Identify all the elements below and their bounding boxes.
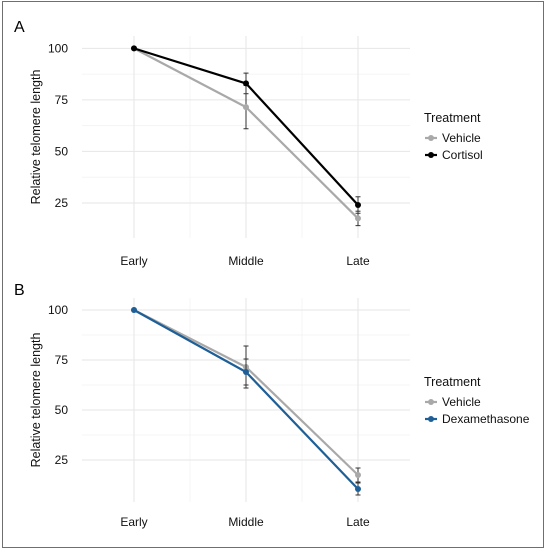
- data-point: [355, 472, 361, 478]
- panel-a: A 25 50 75 100 Early Middle Late Relative telome…: [14, 19, 483, 268]
- panel-letter: B: [14, 282, 25, 299]
- data-point: [355, 202, 361, 209]
- series-vehicle: [131, 45, 361, 227]
- x-tick-label: Middle: [228, 254, 264, 268]
- series-cortisol: [131, 45, 361, 214]
- legend-title: Treatment: [424, 111, 481, 125]
- data-point: [243, 369, 249, 375]
- x-tick-label: Late: [346, 254, 370, 268]
- data-point: [355, 215, 361, 222]
- y-tick-label: 100: [48, 41, 68, 55]
- legend-title: Treatment: [424, 375, 481, 389]
- data-point: [355, 486, 361, 492]
- x-tick-label: Early: [120, 254, 147, 268]
- x-tick-label: Early: [120, 515, 147, 529]
- data-point: [243, 104, 249, 111]
- data-point: [131, 45, 137, 52]
- panel-b: B 25 50 75 100 Early Middle Late Relative telome…: [14, 282, 530, 529]
- panel-letter: A: [14, 19, 25, 36]
- legend-label: Dexamethasone: [442, 412, 530, 426]
- legend-key-point: [428, 135, 434, 141]
- legend-key-point: [428, 416, 434, 422]
- legend: Treatment Vehicle Dexamethasone: [424, 375, 530, 426]
- legend-label: Vehicle: [442, 131, 481, 145]
- data-point: [131, 307, 137, 313]
- y-tick-label: 75: [55, 93, 69, 107]
- legend-label: Vehicle: [442, 395, 481, 409]
- y-tick-label: 50: [55, 403, 69, 417]
- y-tick-label: 25: [55, 196, 69, 210]
- data-point: [243, 80, 249, 87]
- legend-label: Cortisol: [442, 148, 483, 162]
- legend: Treatment Vehicle Cortisol: [424, 111, 483, 162]
- y-tick-label: 25: [55, 453, 69, 467]
- legend-key-point: [428, 152, 434, 158]
- y-tick-label: 100: [48, 303, 68, 317]
- y-axis-title: Relative telomere length: [29, 333, 43, 468]
- series-dexamethasone: [131, 307, 361, 496]
- x-tick-label: Late: [346, 515, 370, 529]
- x-tick-label: Middle: [228, 515, 264, 529]
- y-axis-title: Relative telomere length: [29, 70, 43, 205]
- legend-key-point: [428, 399, 434, 405]
- y-tick-label: 75: [55, 353, 69, 367]
- y-tick-label: 50: [55, 144, 69, 158]
